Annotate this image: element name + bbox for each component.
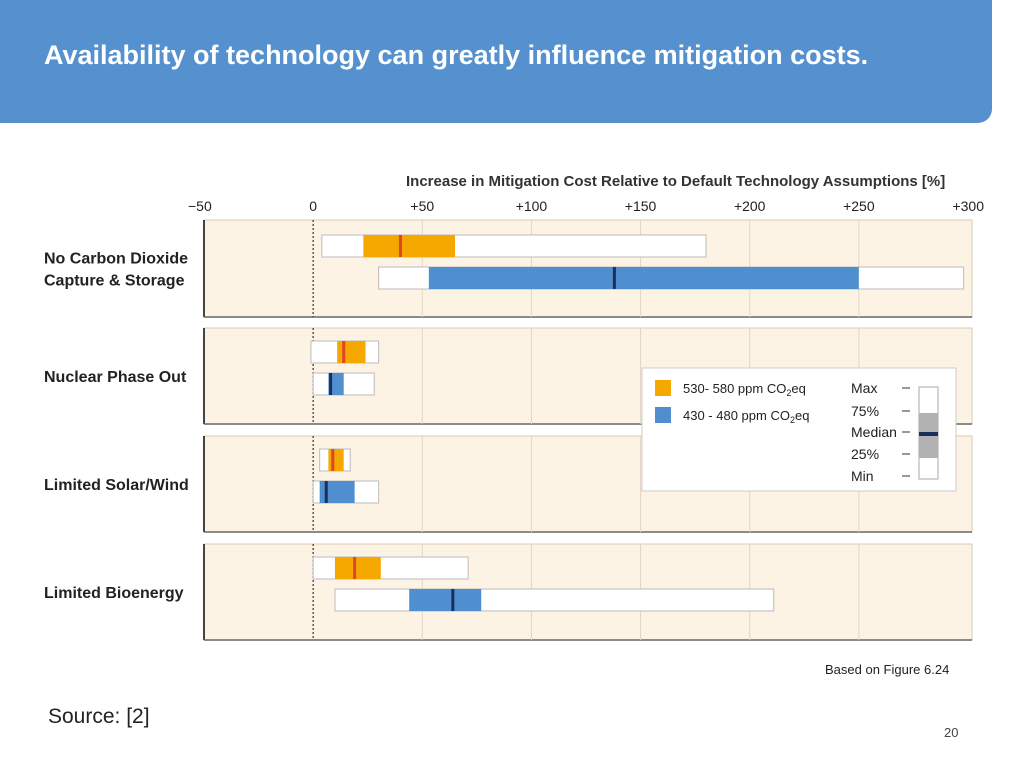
figure-footnote: Based on Figure 6.24 bbox=[825, 662, 950, 677]
legend-swatch bbox=[655, 380, 671, 396]
category-label: No Carbon Dioxide bbox=[44, 251, 188, 268]
legend-label: 530- 580 ppm CO2eq bbox=[683, 381, 806, 398]
x-tick-label: +100 bbox=[516, 198, 548, 214]
iqr-bar bbox=[334, 557, 381, 579]
median-marker bbox=[329, 373, 333, 395]
median-marker bbox=[331, 449, 335, 471]
x-tick-label: +250 bbox=[843, 198, 875, 214]
iqr-bar bbox=[409, 589, 482, 611]
category-label: Limited Solar/Wind bbox=[44, 477, 189, 494]
legend-stat-label: Median bbox=[851, 424, 897, 440]
iqr-bar bbox=[428, 267, 859, 289]
x-tick-label: +200 bbox=[734, 198, 766, 214]
iqr-bar bbox=[337, 341, 366, 363]
category-label: Capture & Storage bbox=[44, 273, 185, 290]
category-label: Limited Bioenergy bbox=[44, 585, 184, 602]
legend-stat-label: Min bbox=[851, 468, 874, 484]
category-label: Nuclear Phase Out bbox=[44, 369, 187, 386]
median-marker bbox=[353, 557, 357, 579]
legend: 530- 580 ppm CO2eq 430 - 480 ppm CO2eq Max… bbox=[641, 367, 957, 492]
legend-stat-label: 25% bbox=[851, 446, 879, 462]
x-tick-label: 0 bbox=[309, 198, 317, 214]
median-marker bbox=[398, 235, 402, 257]
legend-swatch bbox=[655, 407, 671, 423]
legend-median-marker bbox=[919, 432, 938, 436]
chart-title: Increase in Mitigation Cost Relative to … bbox=[406, 173, 945, 190]
legend-label: 430 - 480 ppm CO2eq bbox=[683, 408, 809, 425]
x-tick-label: +300 bbox=[952, 198, 984, 214]
x-tick-label: +150 bbox=[625, 198, 657, 214]
slide-title: Availability of technology can greatly i… bbox=[44, 40, 869, 70]
iqr-bar bbox=[328, 373, 344, 395]
range-bar bbox=[334, 588, 775, 612]
x-tick-label: +50 bbox=[410, 198, 434, 214]
median-marker bbox=[342, 341, 346, 363]
median-marker bbox=[612, 267, 616, 289]
slide-header: Availability of technology can greatly i… bbox=[0, 0, 992, 123]
legend-stat-label: 75% bbox=[851, 403, 879, 419]
iqr-bar bbox=[328, 449, 344, 471]
iqr-bar bbox=[363, 235, 456, 257]
iqr-bar bbox=[319, 481, 355, 503]
x-tick-label: −50 bbox=[188, 198, 212, 214]
legend-stat-label: Max bbox=[851, 380, 877, 396]
median-marker bbox=[324, 481, 328, 503]
median-marker bbox=[451, 589, 455, 611]
source-citation: Source: [2] bbox=[48, 705, 150, 728]
page-number: 20 bbox=[944, 725, 959, 740]
